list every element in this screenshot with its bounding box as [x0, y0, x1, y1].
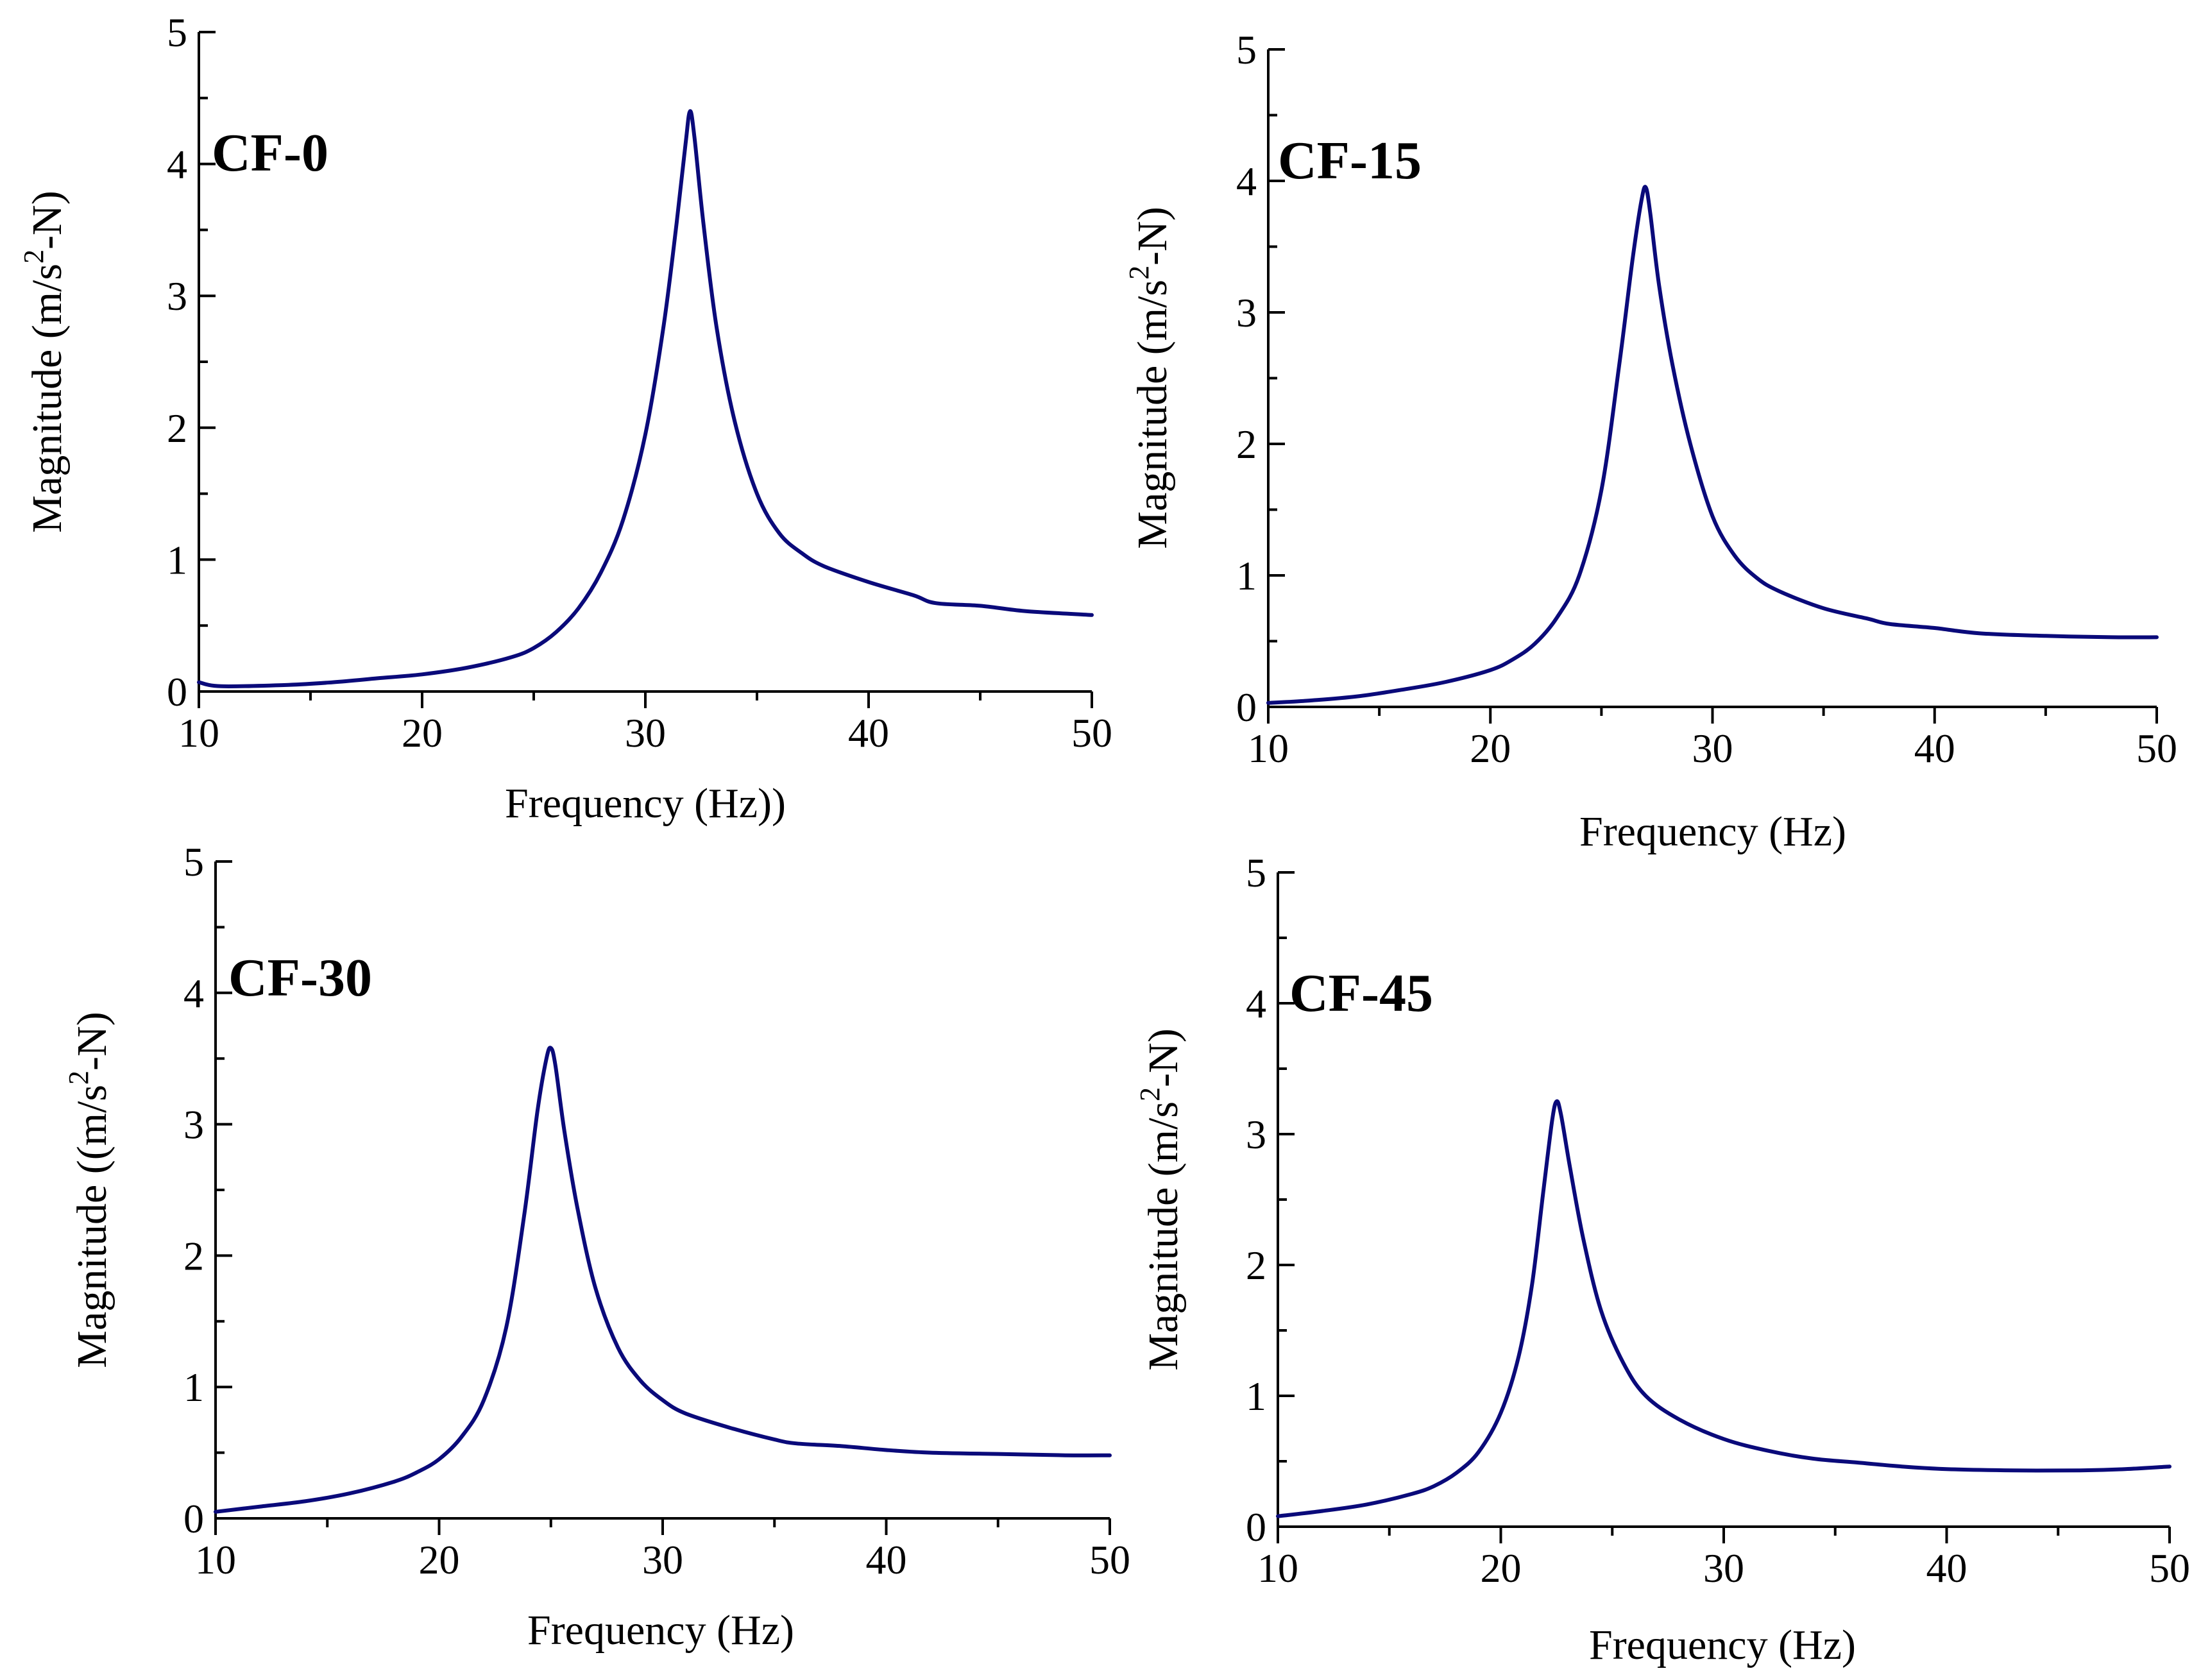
x-tick-label: 50 [1071, 710, 1112, 756]
y-tick-label: 0 [167, 669, 187, 715]
y-tick-label: 5 [183, 839, 204, 885]
x-tick-label: 20 [402, 710, 443, 756]
y-tick-label: 1 [167, 537, 187, 582]
x-tick-label: 40 [1926, 1545, 1967, 1591]
x-axis-title: Frequency (Hz) [527, 1607, 794, 1654]
series-line-cf-30 [214, 1046, 1112, 1514]
y-tick-label: 4 [1246, 981, 1266, 1026]
y-ticks: 0 1 2 3 4 5 [1246, 850, 1295, 1550]
y-axis-title: Magnitude (m/s2-N) [1123, 207, 1176, 548]
x-tick-label: 10 [195, 1537, 236, 1582]
series-line-cf-0 [197, 109, 1094, 688]
y-tick-label: 3 [1236, 290, 1257, 335]
x-tick-label: 30 [1692, 725, 1733, 771]
x-axis-title: Frequency (Hz) [1579, 808, 1846, 855]
y-tick-label: 2 [167, 405, 187, 451]
x-tick-label: 30 [642, 1537, 683, 1582]
chart-panel-cf-0: 10 20 30 40 50 0 1 2 3 4 5 CF-0 Frequency (Hz)) M… [18, 10, 1112, 827]
y-tick-label: 3 [167, 273, 187, 319]
y-tick-label: 2 [1246, 1243, 1266, 1288]
chart-panel-cf-30: 10 20 30 40 50 0 1 2 3 4 5 CF-30 Frequency (Hz) M… [63, 839, 1130, 1654]
y-axis-title: Magnitude ((m/s2-N) [63, 1012, 115, 1368]
y-tick-label: 2 [183, 1233, 204, 1278]
series-line-cf-45 [1276, 1099, 2171, 1518]
chart-panel-cf-45: 10 20 30 40 50 0 1 2 3 4 5 CF-45 Frequency (Hz) M… [1134, 850, 2190, 1668]
y-tick-label: 0 [1236, 684, 1257, 730]
x-ticks: 10 20 30 40 50 [178, 692, 1112, 756]
x-tick-label: 10 [178, 710, 219, 756]
x-tick-label: 10 [1257, 1545, 1298, 1591]
y-tick-label: 1 [1236, 553, 1257, 598]
x-axis-title: Frequency (Hz) [1589, 1622, 1856, 1668]
chart-panel-cf-15: 10 20 30 40 50 0 1 2 3 4 5 CF-15 Frequency (Hz) M… [1123, 27, 2177, 855]
y-tick-label: 5 [1246, 850, 1266, 895]
x-ticks: 10 20 30 40 50 [1248, 707, 2177, 771]
y-tick-label: 3 [183, 1102, 204, 1148]
y-tick-label: 0 [183, 1496, 204, 1541]
x-ticks: 10 20 30 40 50 [195, 1518, 1130, 1582]
y-ticks: 0 1 2 3 4 5 [183, 839, 232, 1541]
y-tick-label: 4 [167, 142, 187, 187]
x-tick-label: 30 [625, 710, 666, 756]
y-ticks: 0 1 2 3 4 5 [1236, 27, 1285, 730]
y-tick-label: 4 [1236, 158, 1257, 204]
y-tick-label: 1 [183, 1364, 204, 1410]
y-tick-label: 3 [1246, 1112, 1266, 1157]
y-tick-label: 0 [1246, 1504, 1266, 1550]
x-tick-label: 40 [1914, 725, 1955, 771]
y-tick-label: 1 [1246, 1373, 1266, 1419]
panel-label: CF-0 [212, 123, 328, 183]
x-tick-label: 20 [1470, 725, 1511, 771]
y-ticks: 0 1 2 3 4 5 [167, 10, 216, 715]
y-tick-label: 5 [1236, 27, 1257, 72]
x-tick-label: 20 [419, 1537, 460, 1582]
panel-label: CF-15 [1278, 131, 1422, 191]
x-tick-label: 10 [1248, 725, 1289, 771]
series-line-cf-15 [1266, 185, 2159, 705]
x-tick-label: 20 [1481, 1545, 1522, 1591]
y-axis-title: Magnitude (m/s2-N) [1134, 1028, 1187, 1370]
y-axis-title: Magnitude (m/s2-N) [18, 191, 71, 532]
panel-label: CF-30 [228, 948, 372, 1008]
x-tick-label: 50 [2149, 1545, 2190, 1591]
x-axis-title: Frequency (Hz)) [505, 780, 786, 827]
x-tick-label: 50 [2136, 725, 2177, 771]
y-tick-label: 4 [183, 971, 204, 1016]
x-tick-label: 50 [1089, 1537, 1130, 1582]
y-tick-label: 2 [1236, 421, 1257, 467]
x-ticks: 10 20 30 40 50 [1257, 1527, 2190, 1591]
x-tick-label: 40 [848, 710, 889, 756]
y-tick-label: 5 [167, 10, 187, 55]
x-tick-label: 30 [1703, 1545, 1744, 1591]
panel-label: CF-45 [1289, 963, 1433, 1023]
x-tick-label: 40 [866, 1537, 907, 1582]
